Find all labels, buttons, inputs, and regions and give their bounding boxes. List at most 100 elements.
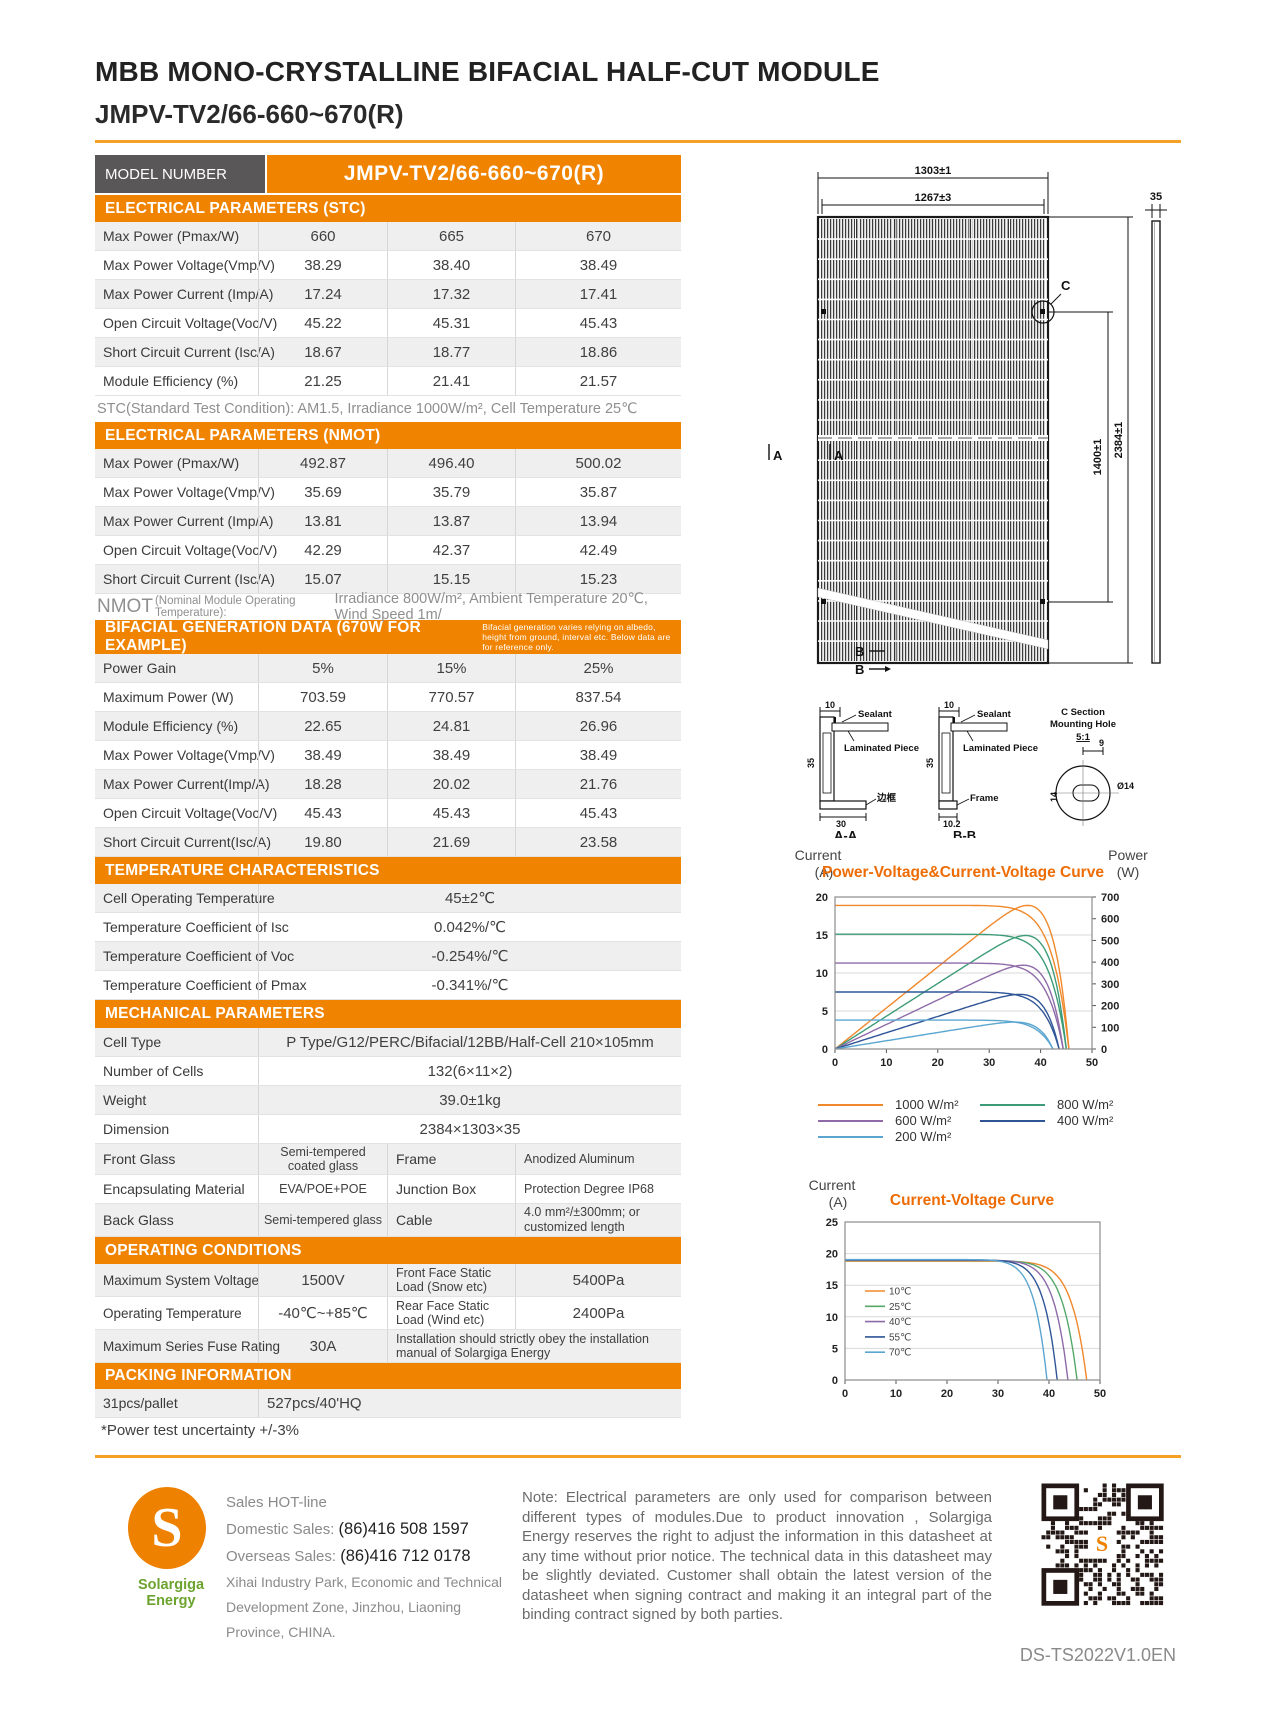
divider: [95, 1455, 1181, 1458]
x-tick-label: 50: [1086, 1057, 1098, 1069]
row-value: 13.94: [515, 507, 681, 535]
table-temperature: Cell Operating Temperature 45±2℃ Temperatu…: [95, 884, 681, 1000]
x-tick-label: 20: [941, 1388, 953, 1400]
row-value: 45.43: [387, 799, 515, 827]
x-tick-label: 20: [932, 1057, 944, 1069]
row-label: Short Circuit Current (Isc/A): [103, 344, 275, 360]
table-row: Max Power Voltage(Vmp/V) 35.69 35.79 35.87: [95, 478, 681, 507]
section-header-packing: PACKING INFORMATION: [95, 1363, 681, 1389]
row-label: Max Power Current(Imp/A): [103, 776, 270, 792]
solargiga-logo-icon: S: [128, 1487, 206, 1569]
row-label: Junction Box: [387, 1175, 515, 1203]
row-value: -0.341%/℃: [258, 971, 681, 999]
row-value: EVA/POE+POE: [258, 1175, 387, 1203]
table-row: Max Power Voltage(Vmp/V) 38.49 38.49 38.49: [95, 741, 681, 770]
row-label: Cell Type: [103, 1034, 162, 1050]
series-line: [835, 904, 1070, 1050]
series-line: [845, 1259, 1058, 1381]
row-value: 17.24: [258, 280, 387, 308]
table-row: Max Power Current(Imp/A) 18.28 20.02 21.76: [95, 770, 681, 799]
dim-label: 35: [925, 758, 935, 768]
table-row: Max Power Current (Imp/A) 17.24 17.32 17.41: [95, 280, 681, 309]
nmot-note-rest: Irradiance 800W/m², Ambient Temperature …: [334, 591, 648, 623]
series-line: [845, 1258, 1048, 1381]
y-tick-label: 0: [822, 1044, 828, 1056]
y-tick-label: 15: [816, 930, 828, 942]
row-label: Open Circuit Voltage(Voc/V): [103, 315, 278, 331]
row-value: 837.54: [515, 683, 681, 711]
row-value: Semi-tempered coated glass: [258, 1144, 387, 1174]
row-value: 20.02: [387, 770, 515, 798]
table-row: Max Power (Pmax/W) 660 665 670: [95, 222, 681, 251]
row-label: 31pcs/pallet: [103, 1395, 178, 1411]
y2-tick-label: 700: [1101, 892, 1119, 904]
address-line-3: Province, CHINA.: [226, 1624, 336, 1640]
table-row: Maximum Series Fuse Rating 30A Installatio…: [95, 1330, 681, 1363]
domestic-number: (86)416 508 1597: [338, 1520, 469, 1538]
section-mark-a1: A: [773, 448, 783, 463]
row-value: Semi-tempered glass: [258, 1204, 387, 1236]
row-label: Maximum Series Fuse Rating: [103, 1338, 281, 1354]
table-row: Cell Operating Temperature 45±2℃: [95, 884, 681, 913]
row-value: 21.41: [387, 367, 515, 395]
dim-label: 30: [836, 819, 846, 829]
spec-tables: MODEL NUMBER JMPV-TV2/66-660~670(R) ELEC…: [95, 155, 681, 1442]
legend-label: 40℃: [889, 1317, 911, 1328]
row-label: Max Power Current (Imp/A): [103, 513, 274, 529]
frame-label: Frame: [970, 793, 999, 804]
row-value: P Type/G12/PERC/Bifacial/12BB/Half-Cell …: [258, 1028, 681, 1056]
section-header-stc: ELECTRICAL PARAMETERS (STC): [95, 195, 681, 222]
row-value: 38.49: [515, 251, 681, 279]
row-value: -0.254%/℃: [258, 942, 681, 970]
series-power-line: [834, 964, 1064, 1050]
table-row: Short Circuit Current (Isc/A) 15.07 15.15 1…: [95, 565, 681, 594]
section-mark-b2: B: [855, 662, 864, 677]
panel-side-view: [1151, 220, 1161, 664]
row-value: 703.59: [258, 683, 387, 711]
table-row: Open Circuit Voltage(Voc/V) 45.22 45.31 45.…: [95, 309, 681, 338]
row-value: 4.0 mm²/±300mm; or customized length: [515, 1204, 681, 1236]
dimension-lines: [817, 172, 1167, 664]
row-value: 45.43: [515, 309, 681, 337]
y-tick-label: 10: [816, 968, 828, 980]
row-value: 21.69: [387, 828, 515, 856]
y2-tick-label: 300: [1101, 979, 1119, 991]
pv-iv-curve-chart: Current(A) Power(W) Power-Voltage&Current-…: [795, 847, 1149, 1144]
dim-hole-span: 1400±1: [1092, 439, 1104, 476]
x-tick-label: 10: [890, 1388, 902, 1400]
table-row: Power Gain 5% 15% 25%: [95, 654, 681, 683]
section-header-bifacial: BIFACIAL GENERATION DATA (670W FOR EXAMP…: [95, 619, 681, 654]
laminated-label: Laminated Piece: [844, 743, 919, 754]
overseas-sales-line: Overseas Sales: (86)416 712 0178: [226, 1543, 516, 1570]
row-value: Installation should strictly obey the in…: [387, 1330, 681, 1362]
y-tick-label: 5: [832, 1343, 838, 1355]
row-label: Temperature Coefficient of Isc: [103, 919, 289, 935]
model-number-value: JMPV-TV2/66-660~670(R): [267, 155, 681, 193]
domestic-label: Domestic Sales:: [226, 1521, 339, 1538]
row-value: 660: [258, 222, 387, 250]
row-value: 18.28: [258, 770, 387, 798]
dim-label: 10: [825, 700, 835, 710]
table-row: Module Efficiency (%) 21.25 21.41 21.57: [95, 367, 681, 396]
iv-temperature-chart: Current(A) Current-Voltage Curve 0 5 10 15 20 2…: [809, 1177, 1106, 1400]
row-value: 18.67: [258, 338, 387, 366]
y-tick-label: 20: [816, 892, 828, 904]
dim-thickness: 35: [1150, 191, 1162, 203]
row-value: 5%: [258, 654, 387, 682]
row-value: 17.41: [515, 280, 681, 308]
section-b-b: 10 Sealant Laminated Piece 35 10.2 Frame…: [925, 700, 1038, 838]
y-tick-label: 20: [826, 1249, 838, 1261]
y-tick-label: 10: [826, 1312, 838, 1324]
row-value: Front Face Static Load (Snow etc): [387, 1264, 515, 1296]
legal-note: Note: Electrical parameters are only use…: [522, 1489, 992, 1623]
row-value: 13.81: [258, 507, 387, 535]
legend-label: 55℃: [889, 1332, 911, 1343]
row-value: 35.87: [515, 478, 681, 506]
row-value: 527pcs/40'HQ: [258, 1389, 681, 1417]
section-header-mechanical: MECHANICAL PARAMETERS: [95, 1000, 681, 1028]
row-value: 35.79: [387, 478, 515, 506]
table-row: Short Circuit Current (Isc/A) 18.67 18.77 1…: [95, 338, 681, 367]
series-line: [845, 1260, 1088, 1381]
y2-tick-label: 100: [1101, 1022, 1119, 1034]
